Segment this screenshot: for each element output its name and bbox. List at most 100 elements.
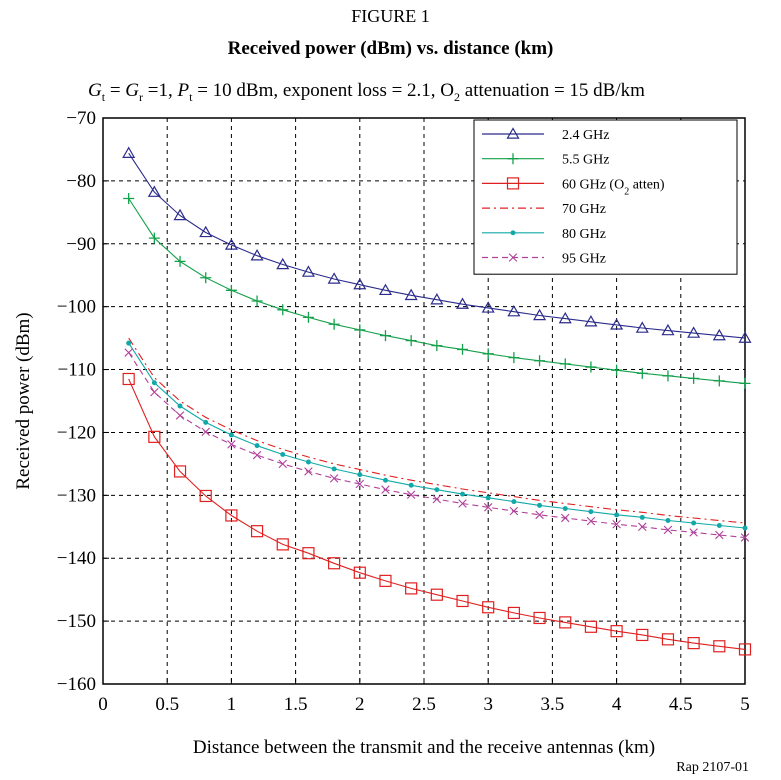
data-point [280,451,286,457]
subtitle-text: = 10 dBm, exponent loss = 2.1, O [192,80,455,101]
data-point [379,330,391,342]
data-point [687,326,701,338]
data-point [585,361,597,373]
data-point [251,295,263,307]
data-point [177,403,183,409]
x-tick-label: 4 [612,694,622,715]
y-tick-label: −140 [57,548,96,569]
legend-marker [506,177,520,190]
data-point [612,520,621,529]
series-5-5-ghz [123,192,751,389]
legend-label: 5.5 GHz [562,153,609,168]
data-point [354,324,366,336]
data-point [305,459,311,465]
data-point [126,340,132,346]
data-point [712,328,726,341]
data-point [228,432,234,438]
data-point [151,380,157,386]
data-point [276,257,290,270]
data-point [406,490,416,499]
y-tick-label: −120 [57,422,96,443]
data-point [738,331,752,343]
x-tick-label: 3 [483,694,493,715]
y-tick-label: −100 [57,297,96,318]
data-point [507,304,521,317]
subtitle-subscript: t [101,89,106,104]
data-point [559,616,572,629]
data-point [483,503,493,512]
series-80-ghz [126,340,748,531]
series-line [128,342,746,529]
data-point [430,293,444,305]
series-60-ghz-o [122,372,752,656]
legend-label: 2.4 GHz [562,128,609,143]
footer-reference: Rap 2107-01 [676,760,749,775]
data-point [610,318,624,330]
data-point [455,297,470,309]
x-tick-label: 4.5 [669,694,693,715]
data-point [250,249,264,261]
data-point [508,352,520,364]
legend-subscript: 2 [624,186,629,197]
subtitle-text: =1, [143,80,178,101]
data-point [661,323,675,336]
y-tick-label: −130 [57,485,96,506]
subtitle-subscript: t [189,89,193,104]
data-point [431,340,443,352]
data-point [328,557,341,570]
data-point [457,343,469,355]
data-point [614,512,620,518]
data-point [408,482,414,488]
data-point [636,367,648,379]
data-point [122,372,135,386]
data-point [533,308,547,321]
y-tick-label: −80 [66,171,96,192]
x-tick-label: 5 [740,694,750,715]
x-tick-label: 3.5 [541,694,565,715]
data-point [278,459,287,469]
data-point [276,538,289,551]
data-point [123,192,135,204]
data-point [353,566,366,579]
data-point [687,637,700,650]
data-point [383,477,388,483]
subtitle-symbol: P [177,80,190,101]
data-point [534,355,546,367]
data-point [738,643,752,656]
data-point [561,513,570,523]
series-2-4-ghz [122,146,752,343]
data-point [533,611,546,625]
legend: 2.4 GHz 5.5 GHz 60 GHz (O2 atten) 70 GHz 80 … [473,119,738,275]
data-point [586,516,596,526]
data-point [481,301,495,313]
legend-marker [508,253,518,262]
data-point [559,358,571,370]
data-point [716,523,722,528]
data-point [739,377,751,389]
subtitle-text: attenuation = 15 dB/km [460,80,645,101]
data-point [482,348,494,360]
data-point [203,419,209,425]
data-point [742,525,748,531]
x-tick-label: 2 [355,694,365,715]
data-point [148,430,161,443]
legend-box [473,119,738,275]
data-point [379,574,392,587]
data-point [405,335,417,347]
data-point [507,606,520,620]
data-point [331,466,337,472]
data-point [689,528,698,537]
data-point [199,225,213,238]
data-point [485,495,491,501]
data-point [124,348,133,357]
chart-subtitle: Gt = Gr =1, Pt = 10 dBm, exponent loss =… [88,80,645,105]
y-tick-label: −160 [57,674,96,695]
subtitle-subscript: r [139,89,144,104]
data-point [691,520,697,526]
data-point [430,588,443,601]
subtitle-text: = [105,80,126,101]
legend-suffix: atten) [629,177,665,192]
figure-label: FIGURE 1 [351,6,430,26]
data-point [661,633,675,646]
series-95-ghz [124,348,750,542]
